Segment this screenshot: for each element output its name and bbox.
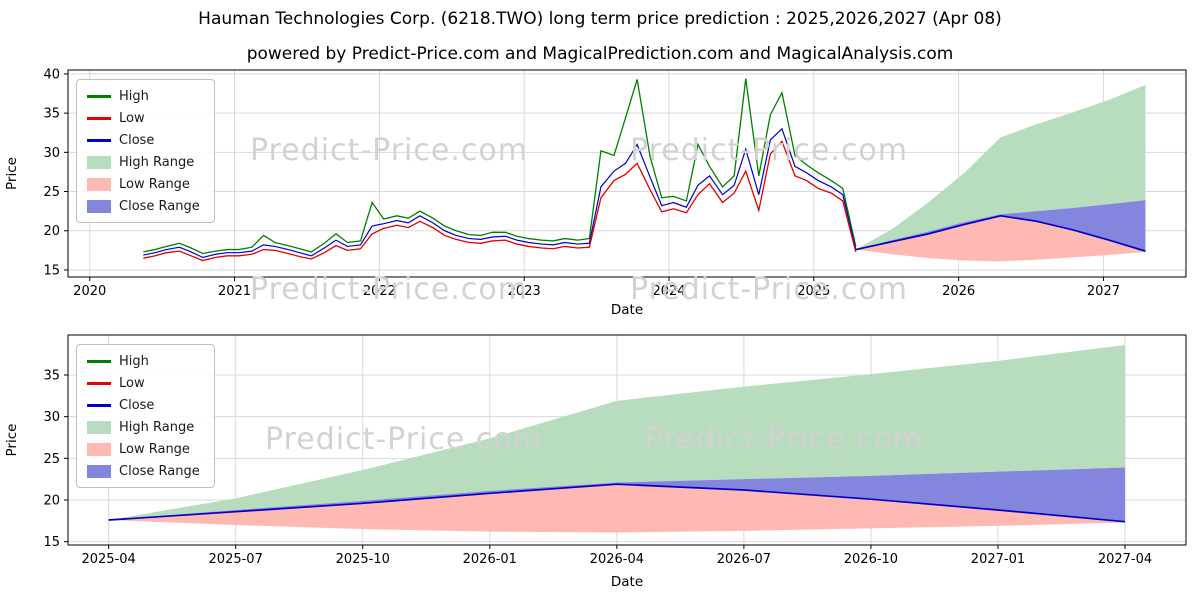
xtick-label: 2021 (218, 284, 251, 299)
figure-title: Hauman Technologies Corp. (6218.TWO) lon… (198, 9, 1002, 29)
legend-label: High Range (119, 419, 195, 435)
legend-item-close-range: Close Range (87, 198, 200, 214)
low_range-swatch-icon (87, 177, 111, 191)
close-forecast-line (108, 483, 1126, 523)
xtick-label: 2026 (942, 284, 975, 299)
ytick-label: 30 (43, 410, 60, 425)
xtick-label: 2026-04 (590, 552, 644, 567)
low-range-area (108, 484, 1126, 533)
legend-item-low: Low (87, 110, 200, 126)
close-line-history (143, 127, 857, 259)
ytick-label: 40 (43, 67, 60, 82)
high-swatch-icon (87, 94, 111, 98)
legend-item-high-range: High Range (87, 419, 200, 435)
y-axis-label: Price (4, 157, 20, 190)
ytick-label: 15 (43, 263, 60, 278)
figure-subtitle: powered by Predict-Price.com and Magical… (246, 44, 954, 64)
legend-label: Close Range (119, 198, 200, 214)
ytick-label: 30 (43, 146, 60, 161)
xtick-label: 2027-04 (1098, 552, 1152, 567)
close-swatch-icon (87, 403, 111, 407)
legend-item-close: Close (87, 397, 200, 413)
legend-label: Low (119, 110, 145, 126)
legend-label: Close Range (119, 463, 200, 479)
legend-item-low-range: Low Range (87, 441, 200, 457)
xtick-label: 2024 (652, 284, 685, 299)
xtick-label: 2026-01 (463, 552, 517, 567)
close-range-area (108, 467, 1126, 522)
low_range-swatch-icon (87, 442, 111, 456)
xtick-label: 2025-07 (209, 552, 263, 567)
ytick-label: 15 (43, 535, 60, 550)
xtick-label: 2026-07 (717, 552, 771, 567)
legend-item-low-range: Low Range (87, 176, 200, 192)
legend-item-low: Low (87, 375, 200, 391)
xtick-label: 2023 (508, 284, 541, 299)
legend-label: Low (119, 375, 145, 391)
legend-bottom-chart: High Low Close High Range Low Range Close Ran… (76, 344, 215, 488)
low-range-area (855, 215, 1146, 262)
high-range-area (108, 345, 1126, 520)
plot-border (67, 69, 1187, 278)
legend-item-close: Close (87, 132, 200, 148)
low-swatch-icon (87, 381, 111, 385)
close-swatch-icon (87, 138, 111, 142)
legend-label: High (119, 353, 149, 369)
legend-label: Close (119, 132, 155, 148)
legend-label: High Range (119, 154, 195, 170)
ytick-label: 20 (43, 494, 60, 509)
legend-item-close-range: Close Range (87, 463, 200, 479)
close_range-swatch-icon (87, 199, 111, 213)
xtick-label: 2025 (797, 284, 830, 299)
close-forecast-line (855, 214, 1146, 252)
y-axis-label: Price (4, 424, 20, 457)
legend-item-high: High (87, 88, 200, 104)
close-range-area (855, 200, 1146, 252)
ytick-label: 35 (43, 107, 60, 122)
legend-label: Low Range (119, 441, 190, 457)
ytick-label: 20 (43, 224, 60, 239)
forecast-detail-chart: 2025-04 2025-07 2025-10 2026-01 2026-04 2026-… (4, 334, 1187, 590)
xtick-label: 2027-01 (971, 552, 1025, 567)
xtick-label: 2027 (1087, 284, 1120, 299)
xtick-label: 2020 (73, 284, 106, 299)
legend-item-high-range: High Range (87, 154, 200, 170)
xtick-label: 2025-10 (336, 552, 390, 567)
xtick-label: 2026-10 (844, 552, 898, 567)
high-swatch-icon (87, 359, 111, 363)
legend-top-chart: High Low Close High Range Low Range Close Ran… (76, 79, 215, 223)
x-axis-label: Date (611, 302, 643, 318)
low-line (143, 140, 857, 262)
xtick-label: 2025-04 (81, 552, 135, 567)
ytick-label: 25 (43, 452, 60, 467)
legend-item-high: High (87, 353, 200, 369)
legend-label: Low Range (119, 176, 190, 192)
high_range-swatch-icon (87, 155, 111, 169)
legend-label: Close (119, 397, 155, 413)
close_range-swatch-icon (87, 464, 111, 478)
high_range-swatch-icon (87, 420, 111, 434)
xtick-label: 2022 (363, 284, 396, 299)
high-range-area (855, 84, 1146, 250)
x-axis-label: Date (611, 574, 643, 590)
ytick-label: 35 (43, 369, 60, 384)
high-line (143, 78, 857, 255)
legend-label: High (119, 88, 149, 104)
low-swatch-icon (87, 116, 111, 120)
ytick-label: 25 (43, 185, 60, 200)
history-and-forecast-chart: 2020 2021 2022 2023 2024 2025 2026 202715202530… (4, 67, 1187, 318)
plot-border (67, 334, 1187, 546)
